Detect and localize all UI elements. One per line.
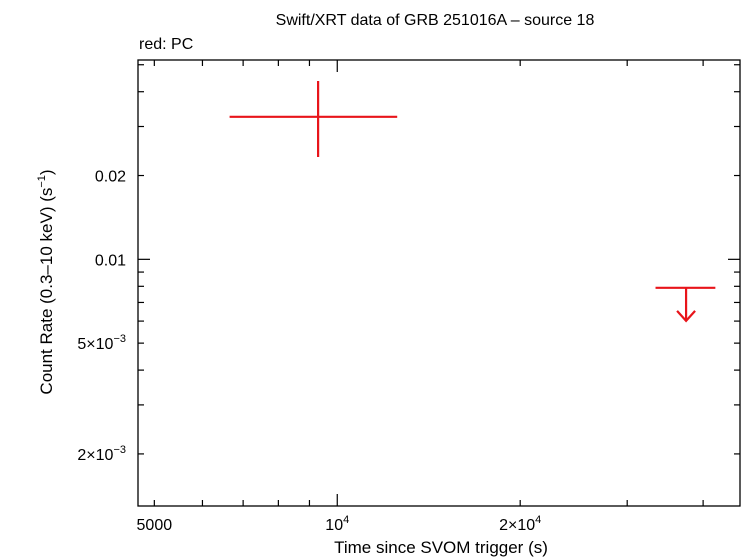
x-tick-labels: 5000 104 2×104 xyxy=(137,514,542,534)
chart-title: Swift/XRT data of GRB 251016A – source 1… xyxy=(276,12,595,29)
x-axis-label: Time since SVOM trigger (s) xyxy=(334,538,548,557)
y-tick-label: 0.01 xyxy=(95,252,126,269)
y-tick-label: 0.02 xyxy=(95,169,126,186)
y-tick-labels: 2×10−3 5×10−3 0.01 0.02 xyxy=(77,169,126,464)
chart-subtitle: red: PC xyxy=(139,36,193,53)
x-tick-label: 104 xyxy=(325,514,349,534)
x-tick-label: 2×104 xyxy=(499,514,541,534)
upper-limit-arrow-head xyxy=(676,310,696,323)
y-tick-label: 2×10−3 xyxy=(77,444,126,464)
y-tick-label: 5×10−3 xyxy=(77,333,126,353)
upper-limit-point xyxy=(655,286,716,323)
data-point xyxy=(229,81,398,158)
plot-frame xyxy=(137,59,741,507)
axis-ticks xyxy=(138,60,740,506)
y-axis-label: Count Rate (0.3–10 keV) (s−1) xyxy=(36,169,56,394)
data-marks xyxy=(229,81,716,323)
x-tick-label: 5000 xyxy=(137,517,173,534)
